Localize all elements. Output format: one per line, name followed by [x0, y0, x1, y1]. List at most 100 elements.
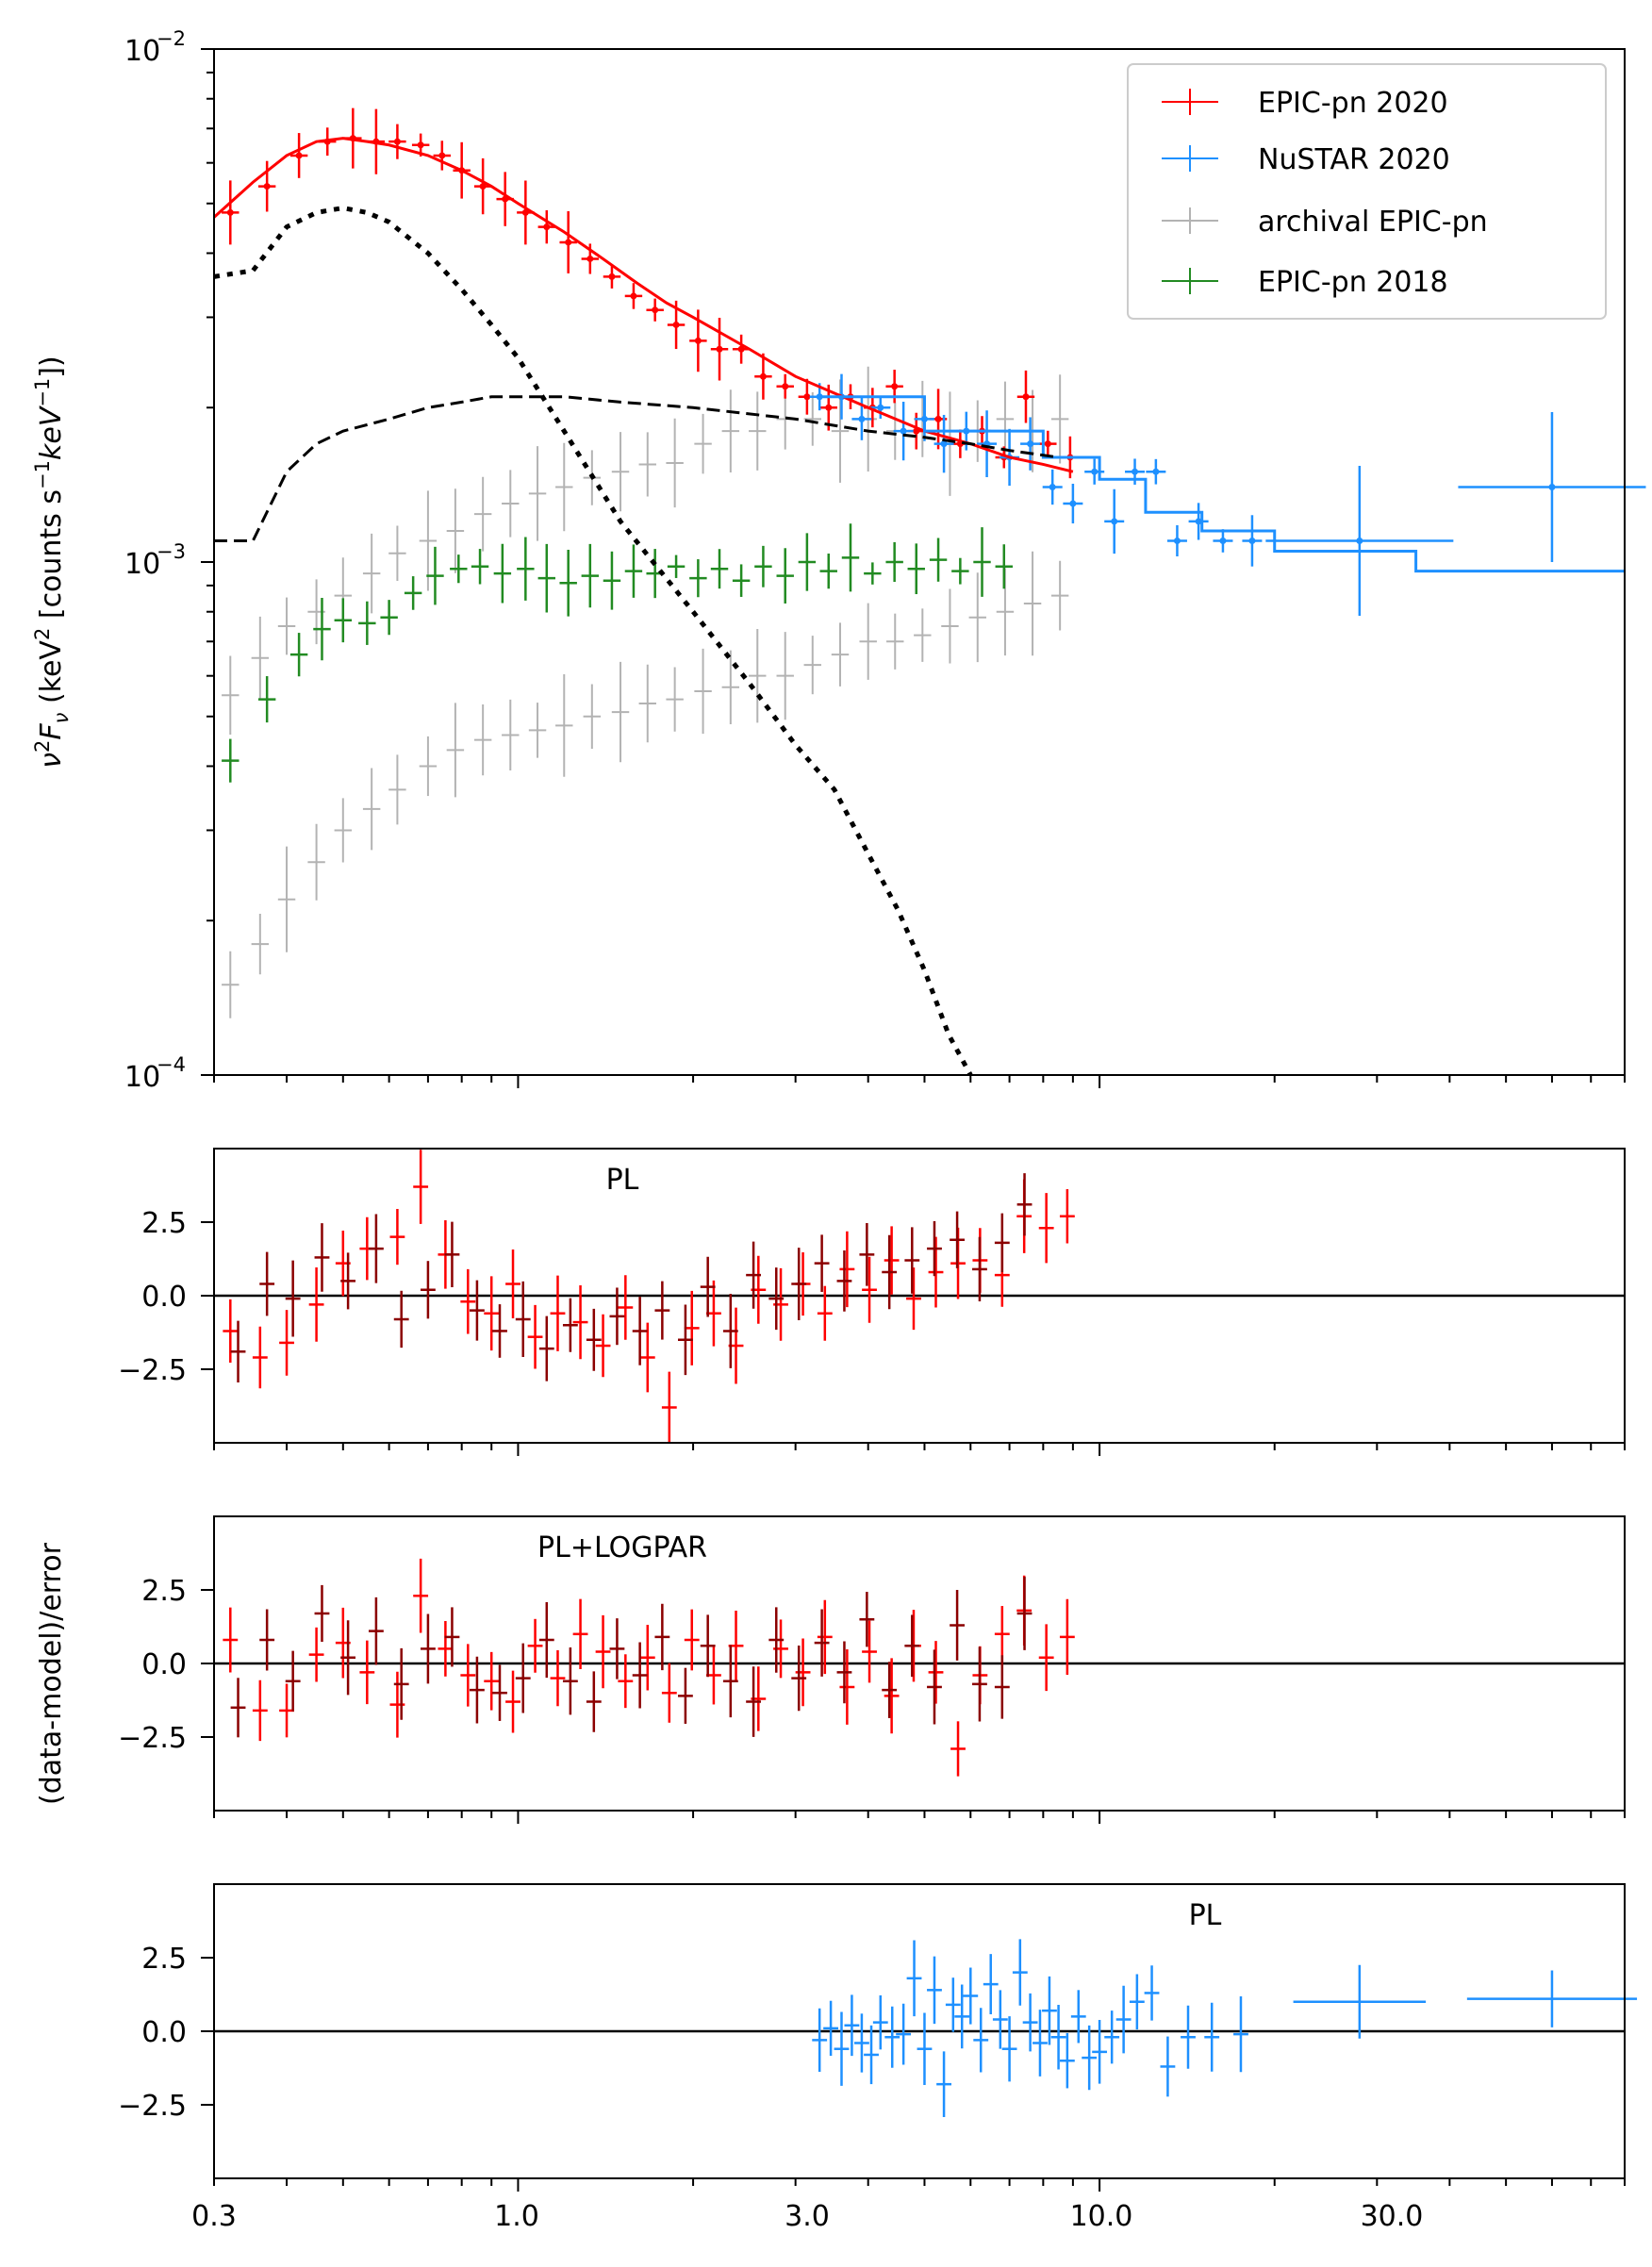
epic-pn-2020-marker	[825, 404, 833, 411]
legend-entry-nustar-2020: NuSTAR 2020	[1162, 143, 1450, 176]
epic-pn-2020-marker	[438, 152, 446, 159]
y-label-sup3: −1	[31, 460, 54, 489]
y-label-sup: 2	[31, 740, 54, 753]
residual-panel-pl-logpar: PL+LOGPAR 2.5 0.0 −2.5 (data-model)/erro…	[35, 1515, 1626, 1824]
y-tick-label: 0.0	[141, 1281, 187, 1314]
y-label-nu: ν	[35, 753, 68, 769]
panel-annotation: PL+LOGPAR	[537, 1531, 707, 1564]
epic-pn-2020-marker	[1044, 440, 1051, 448]
x-tick-label: 1.0	[494, 2200, 539, 2233]
panel-annotation: PL	[606, 1164, 639, 1197]
epic-pn-2020-marker	[295, 152, 303, 159]
nustar-2020-marker	[1356, 537, 1363, 544]
y-tick-label: 0.0	[141, 1648, 187, 1681]
epic-pn-2020-marker	[672, 321, 680, 328]
total-model-epic-pn--line	[212, 137, 1074, 473]
y-tick-exp: −3	[157, 540, 186, 563]
epic-pn-2020-marker	[803, 393, 811, 401]
legend-entry-epic-2018: EPIC-pn 2018	[1162, 266, 1448, 299]
y-axis-label: ν2Fν (keV2 [counts s−1keV−1])	[31, 356, 73, 768]
nustar-2020-marker	[1111, 518, 1118, 525]
nustar-2020-marker	[1195, 518, 1202, 525]
y-tick-label-1e-2: 10 −2	[124, 27, 186, 68]
y-label-kev2: keV	[35, 405, 68, 460]
total-model-nustar--line	[819, 395, 1625, 573]
nustar-2020-marker	[1027, 440, 1034, 448]
nustar-2020-marker	[1049, 484, 1056, 491]
residual-pl-logpar-axes	[201, 1589, 1626, 1824]
panel-annotation: PL	[1189, 1899, 1222, 1932]
y-label-sup2: 2	[31, 628, 54, 640]
epic-pn-2020-marker	[608, 273, 616, 280]
legend-frame	[1127, 63, 1607, 320]
epic-pn-2020-marker	[393, 138, 401, 145]
spectrum-panel: 10 −2 10 −3 10 −4 ν2Fν (keV2 [counts s−1…	[31, 27, 1646, 1094]
residual-y-axis-label: (data-model)/error	[35, 1542, 68, 1805]
x-tick-label: 30.0	[1361, 2200, 1424, 2233]
residual-pl-marks	[214, 1150, 1625, 1444]
spectrum-axes	[201, 48, 1626, 1088]
residual-nustar-marks	[214, 1939, 1638, 2117]
y-tick-exp: −4	[157, 1053, 186, 1076]
epic-pn-2020-marker	[226, 208, 234, 216]
y-label-sup4: −1	[31, 378, 54, 407]
residual-pl-axes	[201, 1221, 1626, 1456]
residual-pl-logpar-marks	[214, 1558, 1625, 1777]
y-tick-exp: −2	[157, 27, 186, 50]
nustar-2020-marker	[1069, 500, 1077, 507]
epic-pn-2020-marker	[417, 141, 424, 149]
y-tick-base: 10	[124, 35, 160, 68]
nustar-2020-marker	[1173, 537, 1181, 544]
y-tick-label: 2.5	[141, 1575, 187, 1608]
y-tick-label: −2.5	[118, 1722, 187, 1755]
x-tick-label: 10.0	[1070, 2200, 1133, 2233]
y-tick-label: 2.5	[141, 1207, 187, 1240]
nustar-2020-marker	[877, 404, 884, 411]
legend-label: EPIC-pn 2020	[1258, 87, 1448, 120]
nustar-2020-marker	[1548, 484, 1556, 491]
logpar-component-line	[213, 205, 973, 1077]
residual-nustar-axes	[201, 1957, 1626, 2192]
y-tick-base: 10	[124, 1061, 160, 1094]
epic-pn-2020-marker	[521, 208, 529, 216]
power-law-component-line	[214, 395, 1059, 542]
epic-pn-2020-marker	[263, 183, 271, 190]
epic-pn-2020-marker	[586, 255, 594, 262]
spectrum-marks	[212, 108, 1646, 1077]
residual-panel-pl: PL 2.5 0.0 −2.5	[118, 1148, 1626, 1456]
y-tick-label: −2.5	[118, 2090, 187, 2123]
epic-pn-2020-marker	[934, 415, 942, 422]
nustar-2020-marker	[1219, 537, 1227, 544]
y-tick-label-1e-4: 10 −4	[124, 1053, 186, 1094]
epic-pn-2020-marker	[630, 292, 637, 300]
y-tick-label: −2.5	[118, 1354, 187, 1387]
legend-entry-epic-2020: EPIC-pn 2020	[1162, 87, 1448, 120]
epic-pn-2020-marker	[694, 337, 702, 344]
y-label-end: ])	[35, 356, 68, 377]
legend: EPIC-pn 2020 NuSTAR 2020 archival EPIC-p…	[1127, 63, 1607, 320]
legend-label: EPIC-pn 2018	[1258, 266, 1448, 299]
epic-pn-2020-marker	[759, 372, 767, 380]
x-tick-label: 0.3	[191, 2200, 237, 2233]
epic-pn-2020-marker	[716, 345, 723, 353]
y-label-kev: (keV	[35, 640, 68, 713]
y-tick-label: 0.0	[141, 2016, 187, 2049]
nustar-2020-marker	[940, 440, 948, 448]
epic-pn-2020-marker	[565, 239, 572, 246]
nustar-2020-marker	[900, 427, 907, 435]
y-label-f: F	[35, 723, 68, 740]
epic-pn-2020-marker	[1022, 393, 1030, 401]
nustar-2020-marker	[858, 415, 866, 422]
y-tick-base: 10	[124, 548, 160, 581]
epic-pn-2020-marker	[543, 223, 551, 231]
nustar-2020-marker	[1132, 468, 1139, 475]
y-tick-label: 2.5	[141, 1943, 187, 1976]
residual-panel-nustar: PL 2.5 0.0 −2.5 0.3 1.0 3.0 10.0 30.0	[118, 1883, 1638, 2233]
nustar-2020-marker	[1091, 468, 1099, 475]
epic-pn-2020-marker	[891, 383, 899, 390]
epic-pn-2020-marker	[782, 383, 789, 390]
y-tick-label-1e-3: 10 −3	[124, 540, 186, 581]
y-label-counts: [counts s	[35, 489, 68, 628]
x-tick-label: 3.0	[785, 2200, 830, 2233]
